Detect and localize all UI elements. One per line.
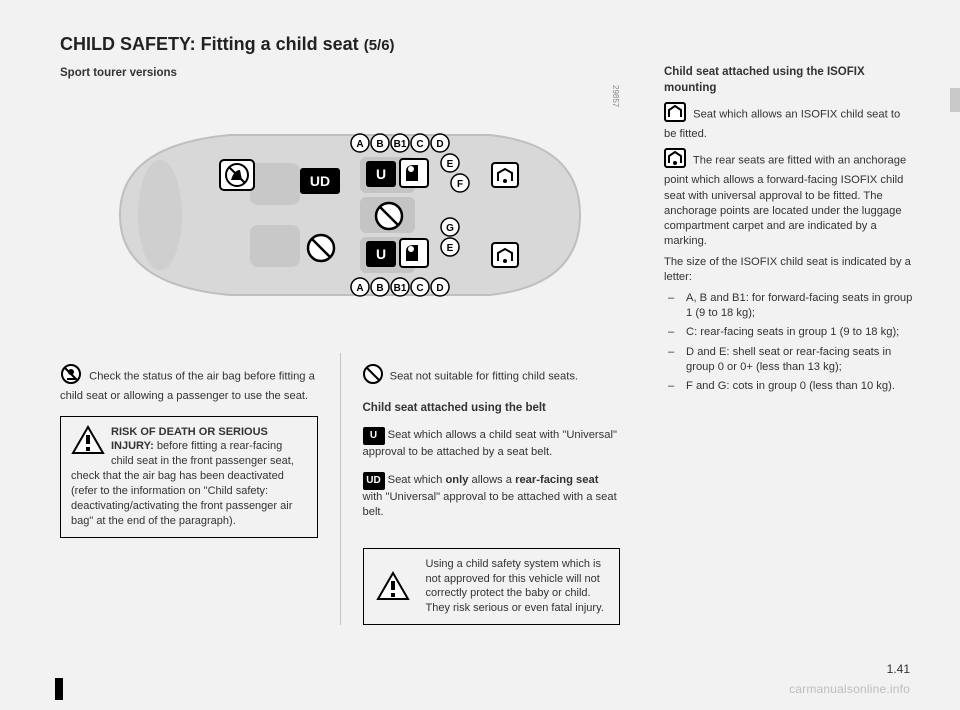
risk-warning-box: RISK OF DEATH OR SERIOUS INJURY: before … [60,416,318,538]
watermark: carmanualsonline.info [789,682,910,696]
isofix-heading: Child seat attached using the ISOFIX mou… [664,65,914,96]
left-mid-group: Sport tourer versions 29857 [60,65,620,625]
seat-not-suitable-paragraph: Seat not suitable for fitting child seat… [363,364,621,389]
page-title: CHILD SAFETY: Fitting a child seat (5/6) [60,34,910,55]
airbag-check-paragraph: Check the status of the air bag before f… [60,364,318,404]
u-seat-paragraph: U Seat which allows a child seat with "U… [363,427,621,460]
u-seat-text: Seat which allows a child seat with "Uni… [363,429,617,458]
list-item: C: rear-facing seats in group 1 (9 to 18… [676,325,914,340]
ud-bold-rear: rear-facing seat [515,474,598,486]
svg-text:C: C [416,139,423,150]
belt-attach-heading: Child seat attached using the belt [363,401,621,417]
isofix-anchor-paragraph: The rear seats are fitted with an anchor… [664,148,914,249]
title-suffix: (5/6) [364,37,395,54]
ud-seat-paragraph: UD Seat which only allows a rear-facing … [363,472,621,520]
svg-text:A: A [356,139,363,150]
list-item: D and E: shell seat or rear-facing seats… [676,345,914,375]
u-badge-icon: U [363,427,385,445]
warning-triangle-icon [71,425,105,455]
side-tab-marker [950,88,960,112]
warning-triangle-icon [376,571,410,601]
prohibition-icon [363,364,383,389]
page-tab-marker [55,678,63,700]
column-divider [340,353,341,625]
content-columns: Sport tourer versions 29857 [60,65,910,625]
isofix-size-intro: The size of the ISOFIX child seat is ind… [664,255,914,285]
svg-text:E: E [447,159,454,170]
svg-text:U: U [376,246,386,262]
list-item: A, B and B1: for forward-facing seats in… [676,291,914,321]
isofix-seat-icon [664,102,686,127]
ud-seat-text-1: Seat which [388,474,446,486]
diagram-svg: UD U [60,85,620,345]
title-main: CHILD SAFETY: Fitting a child seat [60,34,359,54]
svg-text:B: B [376,139,383,150]
airbag-warning-icon [60,364,82,389]
svg-text:C: C [416,283,423,294]
ud-badge-icon: UD [363,472,385,490]
svg-text:D: D [436,139,443,150]
svg-text:E: E [447,243,454,254]
below-diagram-columns: Check the status of the air bag before f… [60,353,620,625]
page-number: 1.41 [887,662,910,676]
isofix-anchor-icon [664,148,686,173]
list-item: F and G: cots in group 0 (less than 10 k… [676,379,914,394]
left-column: Check the status of the air bag before f… [60,353,318,625]
ud-seat-text-2: allows a [468,474,515,486]
subhead-sport-tourer: Sport tourer versions [60,67,620,79]
image-reference-number: 29857 [611,85,620,107]
svg-text:F: F [457,179,463,190]
svg-text:U: U [376,166,386,182]
vehicle-seat-diagram: 29857 [60,85,620,345]
svg-text:G: G [446,223,454,234]
airbag-check-text: Check the status of the air bag before f… [60,371,315,403]
svg-text:A: A [356,283,363,294]
middle-column: Seat not suitable for fitting child seat… [363,353,621,625]
ud-bold-only: only [445,474,468,486]
seat-not-suitable-text: Seat not suitable for fitting child seat… [390,371,578,383]
approval-warning-text: Using a child safety system which is not… [426,557,608,616]
svg-text:B1: B1 [394,283,407,294]
manual-page: CHILD SAFETY: Fitting a child seat (5/6)… [0,0,960,710]
svg-text:B: B [376,283,383,294]
isofix-seat-paragraph: Seat which allows an ISOFIX child seat t… [664,102,914,142]
right-column: Child seat attached using the ISOFIX mou… [664,65,914,625]
isofix-size-list: A, B and B1: for forward-facing seats in… [664,291,914,394]
approval-warning-box: Using a child safety system which is not… [363,548,621,625]
isofix-seat-text: Seat which allows an ISOFIX child seat t… [664,109,900,141]
isofix-anchor-text: The rear seats are fitted with an anchor… [664,155,906,247]
svg-text:B1: B1 [394,139,407,150]
svg-text:UD: UD [310,173,330,189]
svg-text:D: D [436,283,443,294]
ud-seat-text-3: with "Universal" approval to be attached… [363,491,617,518]
